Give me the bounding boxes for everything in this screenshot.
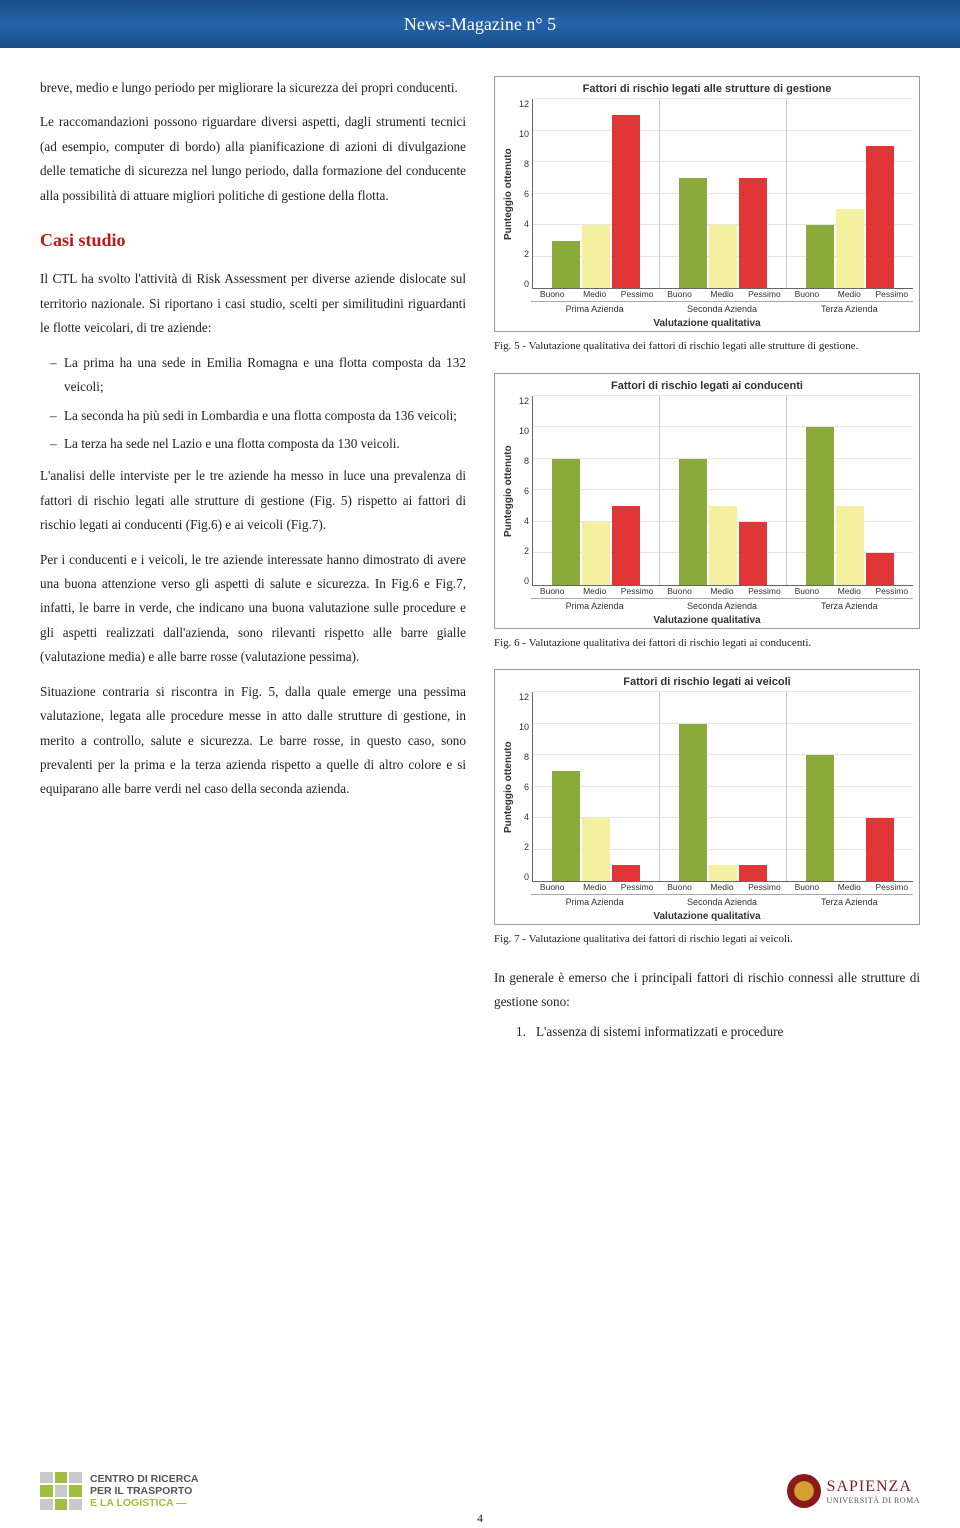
y-axis-label: Punteggio ottenuto (501, 396, 516, 586)
bar-medio (582, 522, 610, 585)
bar-buono (679, 178, 707, 288)
bar-group (533, 99, 660, 288)
bar-group (660, 396, 787, 585)
ctl-text: CENTRO DI RICERCA PER IL TRASPORTO E LA … (90, 1473, 199, 1509)
bar-buono (806, 755, 834, 881)
bar-medio (582, 225, 610, 288)
list-item: La prima ha una sede in Emilia Romagna e… (40, 351, 466, 400)
bullet-list: La prima ha una sede in Emilia Romagna e… (40, 351, 466, 457)
bar-group (787, 99, 913, 288)
bar-medio (836, 506, 864, 585)
bar-medio (709, 506, 737, 585)
content-area: breve, medio e lungo periodo per miglior… (0, 48, 960, 1055)
y-axis-ticks: 121086420 (516, 692, 532, 882)
x-axis-title: Valutazione qualitativa (501, 318, 913, 329)
bar-buono (552, 241, 580, 288)
bar-pessimo (612, 865, 640, 881)
paragraph: In generale è emerso che i principali fa… (494, 966, 920, 1015)
list-item: La seconda ha più sedi in Lombardia e un… (40, 404, 466, 428)
chart-title: Fattori di rischio legati ai conducenti (501, 380, 913, 392)
list-item: La terza ha sede nel Lazio e una flotta … (40, 432, 466, 456)
ctl-icon (40, 1472, 82, 1510)
chart-caption: Fig. 7 - Valutazione qualitativa dei fat… (494, 931, 920, 948)
bar-group (660, 99, 787, 288)
paragraph: Situazione contraria si riscontra in Fig… (40, 680, 466, 802)
item-number: 1. (516, 1020, 526, 1044)
y-axis-label: Punteggio ottenuto (501, 99, 516, 289)
chart-caption: Fig. 6 - Valutazione qualitativa dei fat… (494, 635, 920, 652)
x-axis: BuonoMedioPessimoPrima AziendaBuonoMedio… (531, 586, 913, 611)
y-axis-ticks: 121086420 (516, 396, 532, 586)
bar-pessimo (866, 818, 894, 881)
page-footer: CENTRO DI RICERCA PER IL TRASPORTO E LA … (0, 1458, 960, 1528)
bar-group (787, 396, 913, 585)
paragraph: Il CTL ha svolto l'attività di Risk Asse… (40, 267, 466, 340)
x-axis-title: Valutazione qualitativa (501, 615, 913, 626)
chart-title: Fattori di rischio legati ai veicoli (501, 676, 913, 688)
item-text: L'assenza di sistemi informatizzati e pr… (536, 1024, 783, 1039)
paragraph: Per i conducenti e i veicoli, le tre azi… (40, 548, 466, 670)
plot-area (532, 99, 913, 289)
x-axis: BuonoMedioPessimoPrima AziendaBuonoMedio… (531, 289, 913, 314)
chart-caption: Fig. 5 - Valutazione qualitativa dei fat… (494, 338, 920, 355)
y-axis-ticks: 121086420 (516, 99, 532, 289)
chart-fig7: Fattori di rischio legati ai veicoli Punt… (494, 669, 920, 925)
bar-group (660, 692, 787, 881)
section-heading: Casi studio (40, 224, 466, 257)
sapienza-sub: UNIVERSITÀ DI ROMA (827, 1496, 920, 1505)
sapienza-seal-icon (787, 1474, 821, 1508)
bar-buono (679, 724, 707, 882)
paragraph: L'analisi delle interviste per le tre az… (40, 464, 466, 537)
bar-group (533, 692, 660, 881)
page-header: News-Magazine n° 5 (0, 0, 960, 48)
left-column: breve, medio e lungo periodo per miglior… (40, 76, 466, 1045)
bar-medio (709, 225, 737, 288)
bar-buono (552, 771, 580, 881)
x-axis: BuonoMedioPessimoPrima AziendaBuonoMedio… (531, 882, 913, 907)
page-number: 4 (477, 1511, 483, 1526)
numbered-item: 1. L'assenza di sistemi informatizzati e… (494, 1020, 920, 1044)
paragraph: Le raccomandazioni possono riguardare di… (40, 110, 466, 208)
paragraph: breve, medio e lungo periodo per miglior… (40, 76, 466, 100)
bar-pessimo (739, 522, 767, 585)
y-axis-label: Punteggio ottenuto (501, 692, 516, 882)
bar-pessimo (866, 553, 894, 585)
plot-area (532, 396, 913, 586)
bar-pessimo (866, 146, 894, 288)
sapienza-logo: SAPIENZA UNIVERSITÀ DI ROMA (787, 1474, 920, 1508)
bar-group (533, 396, 660, 585)
bar-pessimo (612, 506, 640, 585)
bar-buono (806, 427, 834, 585)
right-column: Fattori di rischio legati alle strutture… (494, 76, 920, 1045)
chart-fig5: Fattori di rischio legati alle strutture… (494, 76, 920, 332)
bar-medio (709, 865, 737, 881)
chart-fig6: Fattori di rischio legati ai conducenti P… (494, 373, 920, 629)
bar-pessimo (739, 178, 767, 288)
plot-area (532, 692, 913, 882)
bar-buono (679, 459, 707, 585)
sapienza-name: SAPIENZA (827, 1478, 920, 1496)
bar-medio (582, 818, 610, 881)
bar-buono (806, 225, 834, 288)
x-axis-title: Valutazione qualitativa (501, 911, 913, 922)
bar-pessimo (739, 865, 767, 881)
ctl-logo: CENTRO DI RICERCA PER IL TRASPORTO E LA … (40, 1472, 199, 1510)
bar-buono (552, 459, 580, 585)
bar-group (787, 692, 913, 881)
bar-medio (836, 209, 864, 288)
bar-pessimo (612, 115, 640, 288)
chart-title: Fattori di rischio legati alle strutture… (501, 83, 913, 95)
